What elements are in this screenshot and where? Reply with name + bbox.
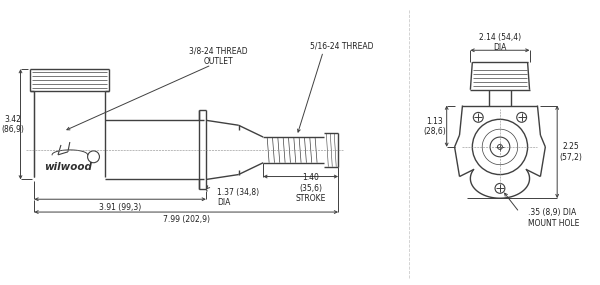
Text: 1.13
(28,6): 1.13 (28,6) xyxy=(424,117,446,136)
Text: 3.91 (99,3): 3.91 (99,3) xyxy=(99,203,141,212)
Text: 2.14 (54,4)
DIA: 2.14 (54,4) DIA xyxy=(479,33,521,52)
Text: 3.42
(86,9): 3.42 (86,9) xyxy=(1,115,24,134)
Text: wilwood: wilwood xyxy=(44,162,92,172)
Text: 1.40
(35,6)
STROKE: 1.40 (35,6) STROKE xyxy=(295,174,326,203)
Text: 3/8-24 THREAD
OUTLET: 3/8-24 THREAD OUTLET xyxy=(190,46,248,66)
Text: 2.25
(57,2): 2.25 (57,2) xyxy=(560,142,583,162)
Text: .35 (8,9) DIA
MOUNT HOLE: .35 (8,9) DIA MOUNT HOLE xyxy=(527,208,579,228)
Text: 5/16-24 THREAD: 5/16-24 THREAD xyxy=(310,42,374,51)
Text: 1.37 (34,8)
DIA: 1.37 (34,8) DIA xyxy=(217,188,259,207)
Text: 7.99 (202,9): 7.99 (202,9) xyxy=(163,215,210,225)
